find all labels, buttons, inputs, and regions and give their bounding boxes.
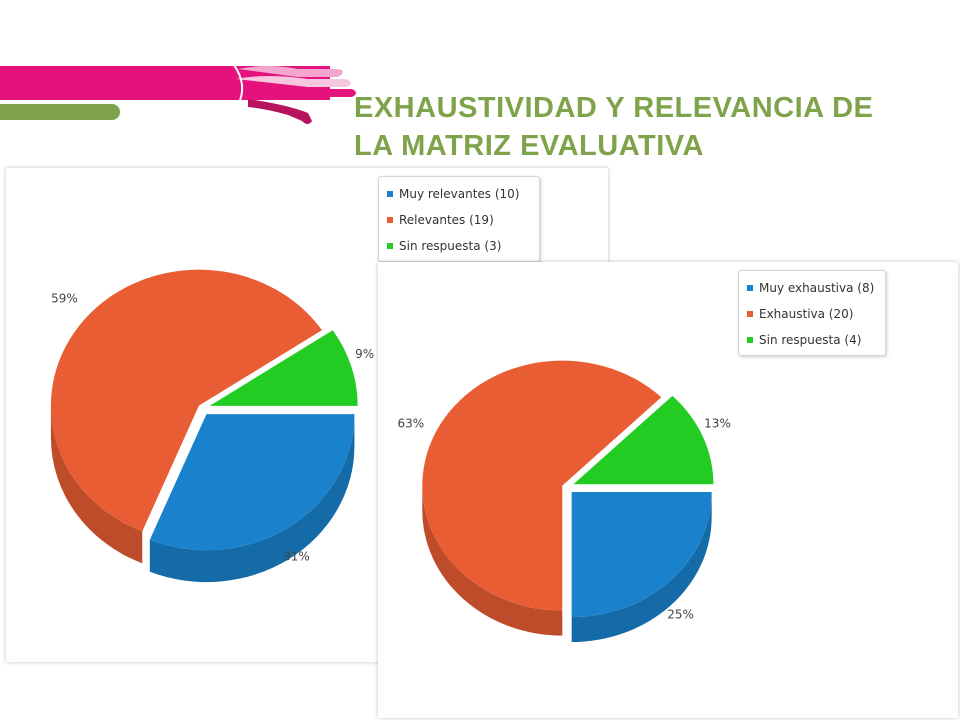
pie-percent-label: 25% — [667, 608, 694, 622]
legend-swatch — [387, 243, 393, 249]
pie-slice[interactable] — [50, 269, 322, 532]
legend-label: Muy relevantes (10) — [399, 187, 520, 201]
legend-label: Relevantes (19) — [399, 213, 494, 227]
legend-label: Sin respuesta (3) — [399, 239, 502, 253]
legend-item-sin-respuesta[interactable]: Sin respuesta (3) — [387, 233, 531, 259]
legend-label: Exhaustiva (20) — [759, 307, 854, 321]
pie-slice[interactable] — [422, 360, 662, 611]
pie-slice[interactable] — [573, 395, 714, 485]
title-line-2: LA MATRIZ EVALUATIVA — [354, 130, 704, 162]
pie-slice-side — [149, 414, 355, 583]
legend-swatch — [747, 285, 753, 291]
pie-percent-label: 63% — [397, 417, 424, 431]
legend-item-muy-exhaustiva[interactable]: Muy exhaustiva (8) — [747, 275, 877, 301]
pie-percent-label: 9% — [355, 347, 374, 361]
pie-percent-label: 59% — [51, 292, 78, 306]
legend-swatch — [747, 311, 753, 317]
page-title: EXHAUSTIVIDAD Y RELEVANCIA DE LA MATRIZ … — [354, 89, 934, 165]
pie-slice-side — [50, 405, 143, 564]
header-secondary-bar — [0, 104, 120, 120]
title-line-1: EXHAUSTIVIDAD Y RELEVANCIA DE — [354, 92, 874, 124]
pie-slice[interactable] — [149, 414, 355, 551]
pie-percent-label: 13% — [704, 417, 731, 431]
pie-slice[interactable] — [571, 492, 712, 618]
pie-chart-exhaustividad: 25% 63% 13% — [397, 360, 731, 643]
legend-relevancia: Muy relevantes (10) Relevantes (19) Sin … — [378, 176, 540, 262]
pie-chart-relevancia: 31% 59% 9% — [50, 269, 374, 583]
legend-item-relevantes[interactable]: Relevantes (19) — [387, 207, 531, 233]
legend-swatch — [387, 217, 393, 223]
legend-item-sin-respuesta[interactable]: Sin respuesta (4) — [747, 327, 877, 353]
pie-percent-label: 31% — [283, 549, 310, 563]
legend-item-muy-relevantes[interactable]: Muy relevantes (10) — [387, 181, 531, 207]
legend-exhaustividad: Muy exhaustiva (8) Exhaustiva (20) Sin r… — [738, 270, 886, 356]
chart-panel-exhaustividad: 25% 63% 13% Muy exhaustiva (8) Exhaustiva … — [378, 262, 958, 718]
legend-item-exhaustiva[interactable]: Exhaustiva (20) — [747, 301, 877, 327]
legend-swatch — [387, 191, 393, 197]
legend-label: Sin respuesta (4) — [759, 333, 862, 347]
pie-slice[interactable] — [209, 330, 358, 406]
legend-label: Muy exhaustiva (8) — [759, 281, 875, 295]
legend-swatch — [747, 337, 753, 343]
hands-logo-icon — [233, 64, 356, 124]
